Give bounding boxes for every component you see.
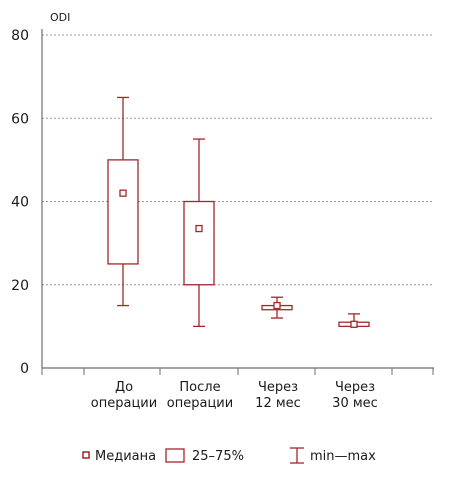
legend-iqr-label: 25–75% <box>192 449 244 464</box>
y-axis-label: ODI <box>50 11 70 24</box>
y-tick-label: 80 <box>11 28 29 44</box>
box-group <box>107 96 139 307</box>
category-label: 12 мес <box>255 396 301 411</box>
category-label: Через <box>335 380 375 395</box>
category-label: До <box>115 380 133 395</box>
box-group <box>183 138 215 328</box>
category-label: операции <box>91 396 157 411</box>
legend-range-marker <box>290 447 304 464</box>
category-label: операции <box>167 396 233 411</box>
legend-iqr-marker <box>165 448 185 463</box>
iqr-box <box>107 159 139 265</box>
category-label: После <box>179 380 220 395</box>
boxes <box>107 96 370 328</box>
y-tick-label: 0 <box>20 361 29 377</box>
legend-median-label: Медиана <box>95 449 156 464</box>
axes <box>41 29 434 375</box>
median-marker <box>119 189 127 197</box>
box-group <box>338 313 370 328</box>
category-label: 30 мес <box>332 396 378 411</box>
median-marker <box>195 224 203 233</box>
median-marker <box>350 320 358 328</box>
grid-lines <box>42 34 434 286</box>
category-label: Через <box>258 380 298 395</box>
legend-range-label: min—max <box>310 449 376 464</box>
iqr-box <box>183 200 215 286</box>
y-tick-label: 40 <box>11 195 29 211</box>
y-tick-labels: 0 20 40 60 80 <box>11 28 29 377</box>
y-tick-label: 60 <box>11 111 29 127</box>
median-marker <box>273 301 281 310</box>
legend: Медиана 25–75% min—max <box>82 447 376 464</box>
y-tick-label: 20 <box>11 278 29 294</box>
box-group <box>261 296 293 319</box>
legend-median-marker <box>82 451 90 459</box>
